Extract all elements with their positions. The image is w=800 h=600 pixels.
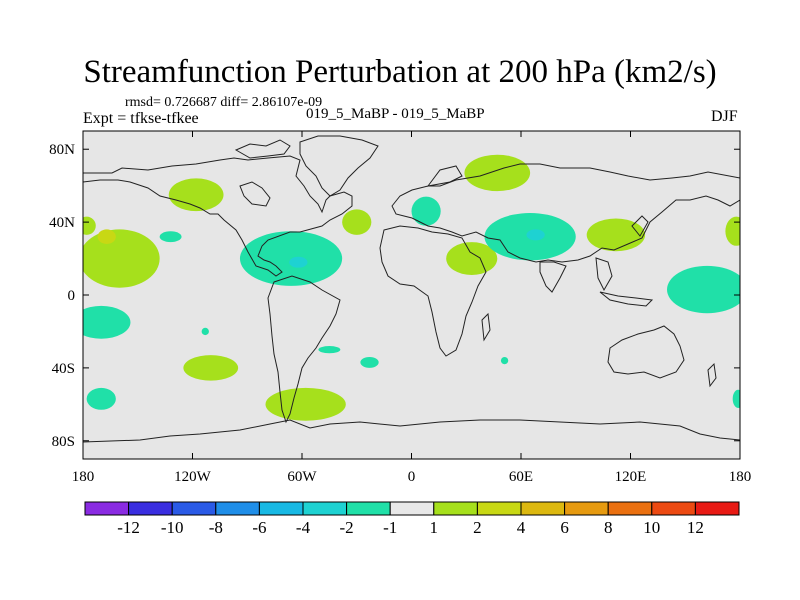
colorbar-swatch xyxy=(651,501,696,516)
colorbar-label: 6 xyxy=(560,518,569,537)
contour-region xyxy=(83,229,160,288)
colorbar-label: -2 xyxy=(340,518,354,537)
colorbar-swatch xyxy=(171,501,217,516)
colorbar-label: 8 xyxy=(604,518,613,537)
y-tick-label: 0 xyxy=(68,288,76,304)
contour-region xyxy=(159,231,182,243)
y-tick-label: 40S xyxy=(52,361,75,377)
colorbar-swatch xyxy=(84,501,130,516)
colorbar-label: -12 xyxy=(117,518,140,537)
contour-region xyxy=(183,355,239,381)
coastline-south-america xyxy=(267,275,341,424)
contour-region xyxy=(239,231,343,286)
coastline-southeast-asia xyxy=(595,257,613,292)
chart-title: Streamfunction Perturbation at 200 hPa (… xyxy=(83,54,717,90)
colorbar-label: -10 xyxy=(161,518,184,537)
colorbar-swatch xyxy=(607,501,653,516)
case-label: 019_5_MaBP - 019_5_MaBP xyxy=(306,106,485,122)
contour-region xyxy=(464,154,531,192)
coastline-japan xyxy=(631,215,649,237)
y-tick-label: 80S xyxy=(52,434,75,450)
contour-region xyxy=(342,209,372,235)
colorbar-swatch xyxy=(128,501,173,516)
x-tick-label: 120E xyxy=(615,469,647,485)
x-tick-label: 180 xyxy=(72,469,95,485)
coastline-indonesia xyxy=(599,291,654,307)
coastline-madagascar xyxy=(481,312,491,342)
colorbar-swatch xyxy=(389,501,435,516)
x-tick-label: 0 xyxy=(408,469,416,485)
coastline-australia xyxy=(607,325,685,379)
season-label: DJF xyxy=(711,108,738,125)
coastline-africa xyxy=(379,225,487,357)
x-tick-label: 60W xyxy=(287,469,317,485)
colorbar-swatch xyxy=(302,501,348,516)
colorbar-label: 10 xyxy=(643,518,660,537)
contour-region xyxy=(318,346,341,354)
coastline-antarctica xyxy=(83,419,740,443)
colorbar-swatch xyxy=(258,501,304,516)
contour-region xyxy=(97,229,116,244)
x-tick-label: 120W xyxy=(174,469,212,485)
y-tick-label: 80N xyxy=(49,142,75,158)
colorbar-label: 2 xyxy=(473,518,482,537)
colorbar-swatch xyxy=(433,501,478,516)
colorbar-label: -6 xyxy=(252,518,266,537)
colorbar-label: -1 xyxy=(383,518,397,537)
contour-region xyxy=(83,305,131,339)
coastlines xyxy=(83,135,740,443)
contour-region xyxy=(265,387,346,421)
contour-region xyxy=(83,216,96,235)
colorbar-swatch xyxy=(476,501,522,516)
colorbar-swatch xyxy=(346,501,391,516)
contour-region xyxy=(411,196,441,226)
colorbar-swatch xyxy=(694,501,740,516)
contour-region xyxy=(289,256,308,268)
contour-region xyxy=(168,178,224,212)
stats-label: rmsd= 0.726687 diff= 2.86107e-09 xyxy=(125,95,323,110)
colorbar-swatch xyxy=(520,501,566,516)
contour-region xyxy=(725,216,740,246)
contour-region xyxy=(446,242,498,275)
colorbar-swatch xyxy=(215,501,260,516)
coastline-hudson xyxy=(239,181,271,207)
contour-region xyxy=(526,229,545,241)
x-tick-label: 60E xyxy=(509,469,533,485)
contour-region xyxy=(86,387,116,410)
colorbar-label: 12 xyxy=(687,518,704,537)
colorbar-label: -8 xyxy=(209,518,223,537)
contour-region xyxy=(500,356,509,365)
contour-region xyxy=(201,327,209,336)
colorbar-swatch xyxy=(564,501,609,516)
coastline-scandinavia xyxy=(426,165,463,187)
contour-region xyxy=(586,218,646,252)
coastline-north-america xyxy=(83,155,353,277)
x-tick-label: 180 xyxy=(729,469,752,485)
y-tick-label: 40N xyxy=(49,215,75,231)
coastline-eurasia xyxy=(391,163,740,263)
contour-region xyxy=(360,356,379,368)
coastline-new-zealand xyxy=(707,362,717,388)
axes: 180 120W 60W 0 60E 120E 180 80N 40N 0 40S 80S xyxy=(49,131,751,485)
coastline-greenland xyxy=(299,135,379,197)
colorbar-label: -4 xyxy=(296,518,311,537)
contour-region xyxy=(732,389,740,408)
contour-region xyxy=(667,265,740,314)
colorbar-label: 1 xyxy=(430,518,439,537)
experiment-label: Expt = tfkse-tfkee xyxy=(83,110,199,127)
coastline-india xyxy=(539,261,567,293)
colorbar-label: 4 xyxy=(517,518,526,537)
coastline-arctic-islands xyxy=(234,139,291,159)
colorbar: -12 -10 -8 -6 -4 -2 -1 1 2 4 6 8 10 12 xyxy=(84,501,740,537)
plot-background xyxy=(83,131,740,459)
